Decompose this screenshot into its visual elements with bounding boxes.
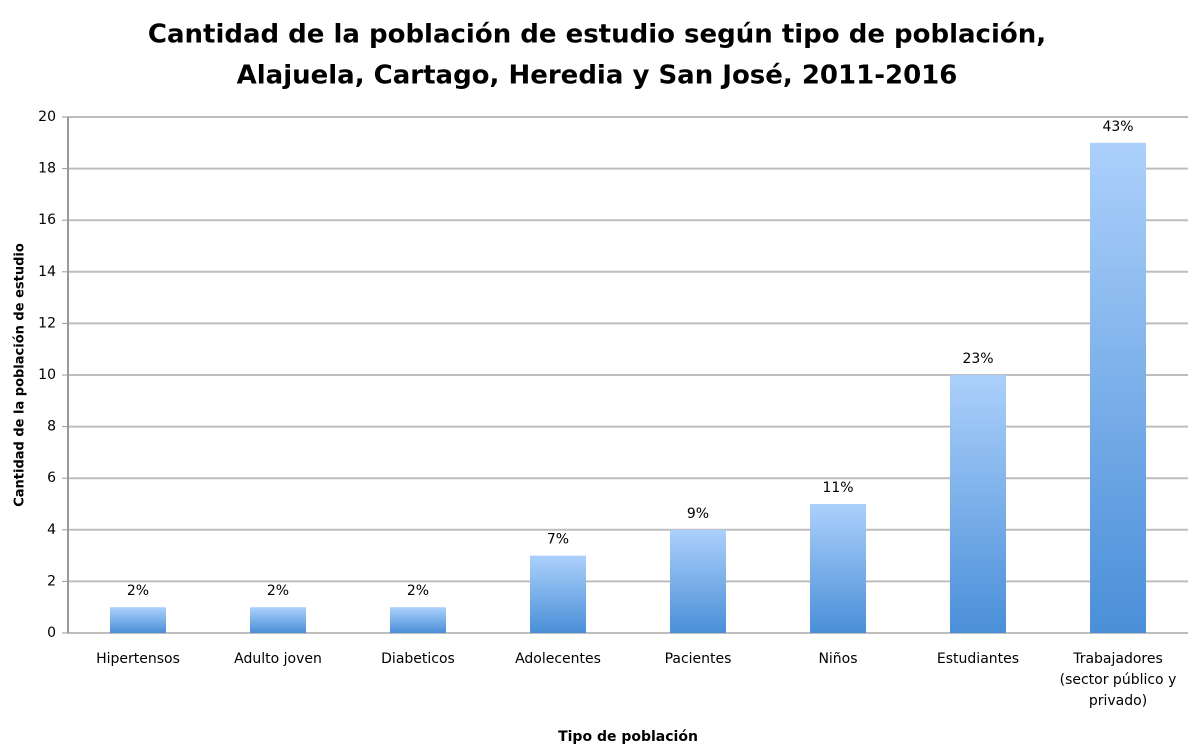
bar — [110, 607, 166, 633]
bar — [1090, 142, 1146, 634]
bar — [810, 504, 866, 633]
y-tick-label: 6 — [47, 470, 56, 486]
x-tick-label: Trabajadores (sector público y privado) — [1059, 651, 1177, 709]
data-label: 9% — [687, 506, 709, 522]
bar — [950, 375, 1006, 633]
y-tick-label: 0 — [47, 625, 56, 641]
data-label: 43% — [1102, 119, 1133, 135]
data-label: 2% — [407, 583, 429, 599]
x-tick-label: Pacientes — [664, 651, 732, 667]
y-tick-label: 18 — [38, 161, 56, 177]
chart-title: Cantidad de la población de estudio segú… — [148, 20, 1046, 50]
x-tick-label: Adulto joven — [234, 651, 322, 667]
bar — [250, 607, 306, 633]
x-axis-label: Tipo de población — [558, 729, 698, 745]
y-tick-label: 2 — [47, 573, 56, 589]
y-tick-label: 12 — [38, 315, 56, 331]
y-axis-label: Cantidad de la población de estudio — [13, 243, 28, 507]
y-tick-label: 14 — [38, 264, 56, 280]
x-tick-label: Hipertensos — [96, 651, 180, 667]
x-tick-label: Estudiantes — [936, 651, 1020, 667]
chart-title: Alajuela, Cartago, Heredia y San José, 2… — [237, 61, 958, 91]
y-tick-label: 16 — [38, 212, 56, 228]
x-tick-label: Adolecentes — [515, 651, 601, 667]
y-tick-label: 4 — [47, 522, 56, 538]
x-tick-label: Niños — [818, 651, 858, 667]
bar — [670, 529, 726, 633]
data-label: 7% — [547, 532, 569, 548]
data-label: 23% — [962, 351, 993, 367]
data-label: 2% — [127, 583, 149, 599]
y-tick-label: 20 — [38, 109, 56, 125]
bar — [530, 555, 586, 633]
bar — [390, 607, 446, 633]
data-label: 11% — [822, 480, 853, 496]
y-tick-label: 8 — [47, 419, 56, 435]
x-tick-label: Diabeticos — [381, 651, 455, 667]
y-tick-label: 10 — [38, 367, 56, 383]
data-label: 2% — [267, 583, 289, 599]
